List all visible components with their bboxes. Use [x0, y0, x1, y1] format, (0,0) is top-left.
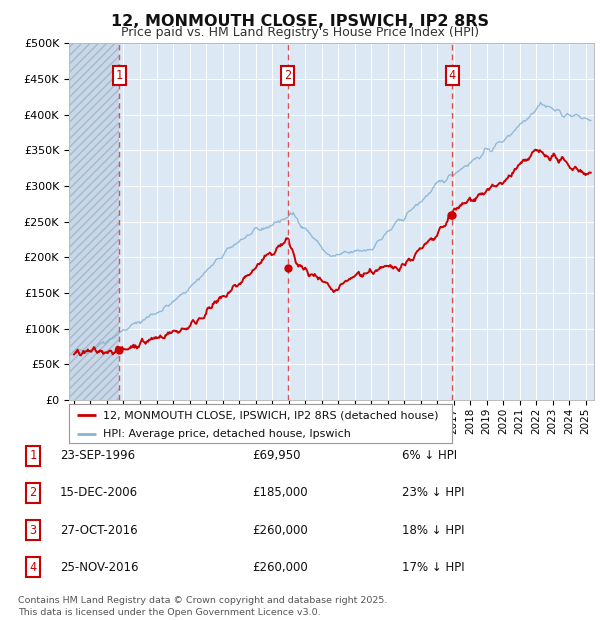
Text: 23% ↓ HPI: 23% ↓ HPI	[402, 487, 464, 499]
Text: 12, MONMOUTH CLOSE, IPSWICH, IP2 8RS: 12, MONMOUTH CLOSE, IPSWICH, IP2 8RS	[111, 14, 489, 29]
Text: Price paid vs. HM Land Registry's House Price Index (HPI): Price paid vs. HM Land Registry's House …	[121, 26, 479, 39]
Text: £69,950: £69,950	[252, 450, 301, 462]
Text: 4: 4	[449, 69, 456, 82]
Text: 18% ↓ HPI: 18% ↓ HPI	[402, 524, 464, 536]
Text: 1: 1	[115, 69, 122, 82]
Text: £260,000: £260,000	[252, 561, 308, 574]
Text: HPI: Average price, detached house, Ipswich: HPI: Average price, detached house, Ipsw…	[103, 428, 352, 438]
Text: 25-NOV-2016: 25-NOV-2016	[60, 561, 139, 574]
Text: 2: 2	[29, 487, 37, 499]
Text: 1: 1	[29, 450, 37, 462]
Text: 23-SEP-1996: 23-SEP-1996	[60, 450, 135, 462]
Text: £185,000: £185,000	[252, 487, 308, 499]
Text: £260,000: £260,000	[252, 524, 308, 536]
Text: 4: 4	[29, 561, 37, 574]
Text: Contains HM Land Registry data © Crown copyright and database right 2025.
This d: Contains HM Land Registry data © Crown c…	[18, 596, 388, 618]
Text: 2: 2	[284, 69, 292, 82]
Text: 27-OCT-2016: 27-OCT-2016	[60, 524, 137, 536]
Text: 3: 3	[29, 524, 37, 536]
Text: 12, MONMOUTH CLOSE, IPSWICH, IP2 8RS (detached house): 12, MONMOUTH CLOSE, IPSWICH, IP2 8RS (de…	[103, 410, 439, 420]
Bar	[69, 43, 119, 400]
Text: 15-DEC-2006: 15-DEC-2006	[60, 487, 138, 499]
Text: 17% ↓ HPI: 17% ↓ HPI	[402, 561, 464, 574]
Text: 6% ↓ HPI: 6% ↓ HPI	[402, 450, 457, 462]
